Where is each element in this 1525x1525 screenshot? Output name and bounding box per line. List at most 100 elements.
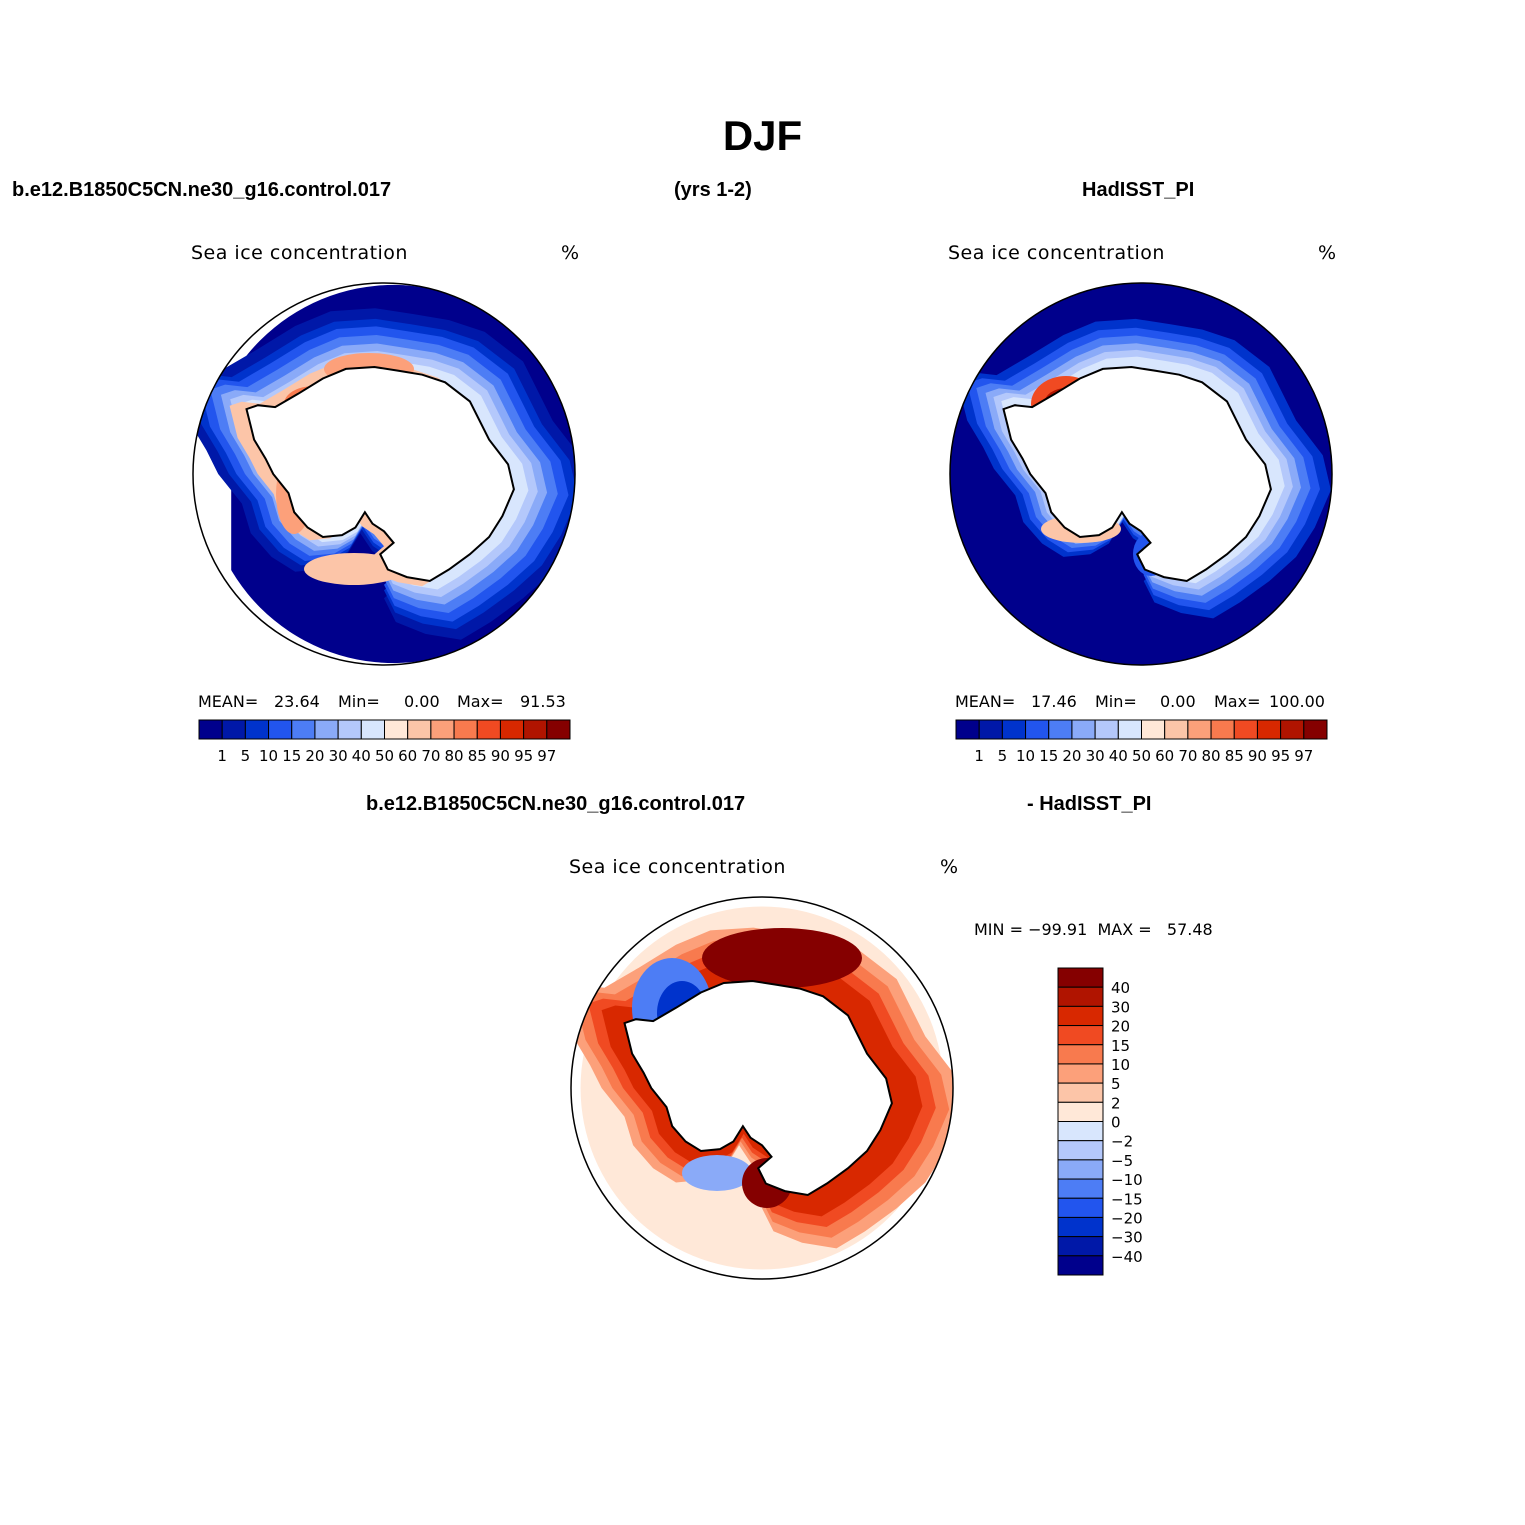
map-obs bbox=[949, 282, 1333, 666]
colorbar-label-model: 80 bbox=[445, 747, 464, 765]
colorbar-label-model: 85 bbox=[468, 747, 487, 765]
min-label-obs: Min= bbox=[1095, 692, 1137, 711]
colorbar-box-diff bbox=[1057, 1159, 1104, 1180]
colorbar-label-obs: 20 bbox=[1062, 747, 1081, 765]
colorbar-label-diff: −40 bbox=[1111, 1248, 1143, 1266]
colorbar-label-diff: −20 bbox=[1111, 1209, 1143, 1227]
colorbar-label-diff: 5 bbox=[1111, 1075, 1121, 1093]
colorbar-box-model bbox=[198, 719, 223, 740]
colorbar-box-diff bbox=[1057, 1025, 1104, 1046]
colorbar-box-obs bbox=[1094, 719, 1119, 740]
colorbar-box-model bbox=[360, 719, 385, 740]
field-warm-model-5 bbox=[304, 553, 404, 585]
field-warm-diff-1 bbox=[702, 928, 862, 988]
units-model: % bbox=[561, 242, 580, 264]
map-boundary-diff bbox=[570, 896, 954, 1280]
colorbar-label-obs: 85 bbox=[1225, 747, 1244, 765]
colorbar-label-obs: 90 bbox=[1248, 747, 1267, 765]
colorbar-label-model: 1 bbox=[217, 747, 227, 765]
panel-title-model: Sea ice concentration bbox=[191, 242, 408, 264]
mean-label-obs: MEAN= bbox=[955, 692, 1016, 711]
colorbar-box-diff bbox=[1057, 1197, 1104, 1218]
left-header: b.e12.B1850C5CN.ne30_g16.control.017 bbox=[12, 179, 392, 201]
colorbar-box-obs bbox=[1256, 719, 1282, 740]
colorbar-box-obs bbox=[1141, 719, 1166, 740]
colorbar-label-diff: −30 bbox=[1111, 1229, 1143, 1247]
colorbar-label-obs: 15 bbox=[1039, 747, 1058, 765]
colorbar-label-obs: 95 bbox=[1271, 747, 1290, 765]
min-value-model: 0.00 bbox=[404, 692, 440, 711]
colorbar-box-obs bbox=[978, 719, 1003, 740]
colorbar-label-obs: 30 bbox=[1086, 747, 1105, 765]
colorbar-box-obs bbox=[1280, 719, 1305, 740]
colorbar-box-obs bbox=[955, 719, 980, 740]
colorbar-label-diff: 0 bbox=[1111, 1114, 1121, 1132]
colorbar-box-obs bbox=[1187, 719, 1212, 740]
colorbar-label-diff: 30 bbox=[1111, 998, 1130, 1016]
colorbar-label-model: 50 bbox=[375, 747, 394, 765]
colorbar-label-model: 15 bbox=[282, 747, 301, 765]
colorbar-box-model bbox=[546, 719, 571, 740]
colorbar-label-diff: −5 bbox=[1111, 1152, 1133, 1170]
mean-label-model: MEAN= bbox=[198, 692, 259, 711]
map-field-diff bbox=[571, 897, 953, 1279]
max-label-obs: Max= bbox=[1214, 692, 1261, 711]
mean-value-obs: 17.46 bbox=[1031, 692, 1077, 711]
colorbar-label-model: 5 bbox=[241, 747, 251, 765]
colorbar-box-diff bbox=[1057, 967, 1104, 988]
colorbar-box-diff bbox=[1057, 1255, 1104, 1276]
colorbar-label-obs: 1 bbox=[974, 747, 984, 765]
antarctica-model bbox=[245, 365, 515, 583]
panel-title-diff: Sea ice concentration bbox=[569, 856, 786, 878]
colorbar-label-model: 40 bbox=[352, 747, 371, 765]
colorbar-label-model: 10 bbox=[259, 747, 278, 765]
colorbar-label-model: 20 bbox=[305, 747, 324, 765]
colorbar-label-obs: 80 bbox=[1202, 747, 1221, 765]
map-boundary-model bbox=[192, 282, 576, 666]
colorbar-box-model bbox=[430, 719, 455, 740]
panel-title-obs: Sea ice concentration bbox=[948, 242, 1165, 264]
colorbar-box-diff bbox=[1057, 1082, 1104, 1103]
colorbar-label-diff: 15 bbox=[1111, 1037, 1130, 1055]
colorbar-label-diff: 2 bbox=[1111, 1094, 1121, 1112]
colorbar-box-obs bbox=[1164, 719, 1189, 740]
colorbar-box-diff bbox=[1057, 1121, 1104, 1142]
colorbar-box-model bbox=[407, 719, 432, 740]
colorbar-label-obs: 97 bbox=[1294, 747, 1313, 765]
colorbar-label-obs: 60 bbox=[1155, 747, 1174, 765]
colorbar-box-model bbox=[314, 719, 339, 740]
colorbar-model: 1 5 10 15 20 30 40 50 60 70 80 85 90 95 97 bbox=[198, 719, 571, 765]
colorbar-label-model: 90 bbox=[491, 747, 510, 765]
colorbar-box-model bbox=[453, 719, 478, 740]
colorbar-box-diff bbox=[1057, 1005, 1104, 1027]
colorbar-box-obs bbox=[1117, 719, 1142, 740]
colorbar-label-obs: 5 bbox=[998, 747, 1008, 765]
colorbar-box-obs bbox=[1048, 719, 1073, 740]
colorbar-label-diff: −15 bbox=[1111, 1190, 1143, 1208]
antarctica-diff bbox=[623, 979, 893, 1197]
colorbar-box-diff bbox=[1057, 1044, 1104, 1065]
colorbar-label-diff: −2 bbox=[1111, 1133, 1133, 1151]
colorbar-box-obs bbox=[1001, 719, 1027, 740]
colorbar-label-diff: −10 bbox=[1111, 1171, 1143, 1189]
max-value-model: 91.53 bbox=[520, 692, 566, 711]
units-diff: % bbox=[940, 856, 959, 878]
mean-value-model: 23.64 bbox=[274, 692, 320, 711]
diff-right-header: - HadISST_PI bbox=[1027, 793, 1152, 815]
colorbar-box-diff bbox=[1057, 1236, 1104, 1257]
colorbar-box-model bbox=[384, 719, 409, 740]
colorbar-label-diff: 40 bbox=[1111, 979, 1130, 997]
colorbar-box-diff bbox=[1057, 1178, 1104, 1199]
colorbar-box-diff bbox=[1057, 1216, 1104, 1238]
colorbar-box-model bbox=[523, 719, 548, 740]
colorbar-box-obs bbox=[1303, 719, 1328, 740]
field-cold-diff-3 bbox=[682, 1155, 752, 1191]
colorbar-label-obs: 50 bbox=[1132, 747, 1151, 765]
min-label-model: Min= bbox=[338, 692, 380, 711]
colorbar-box-model bbox=[268, 719, 293, 740]
colorbar-box-obs bbox=[1071, 719, 1096, 740]
colorbar-label-obs: 40 bbox=[1109, 747, 1128, 765]
colorbar-obs: 1 5 10 15 20 30 40 50 60 70 80 85 90 95 97 bbox=[955, 719, 1328, 765]
